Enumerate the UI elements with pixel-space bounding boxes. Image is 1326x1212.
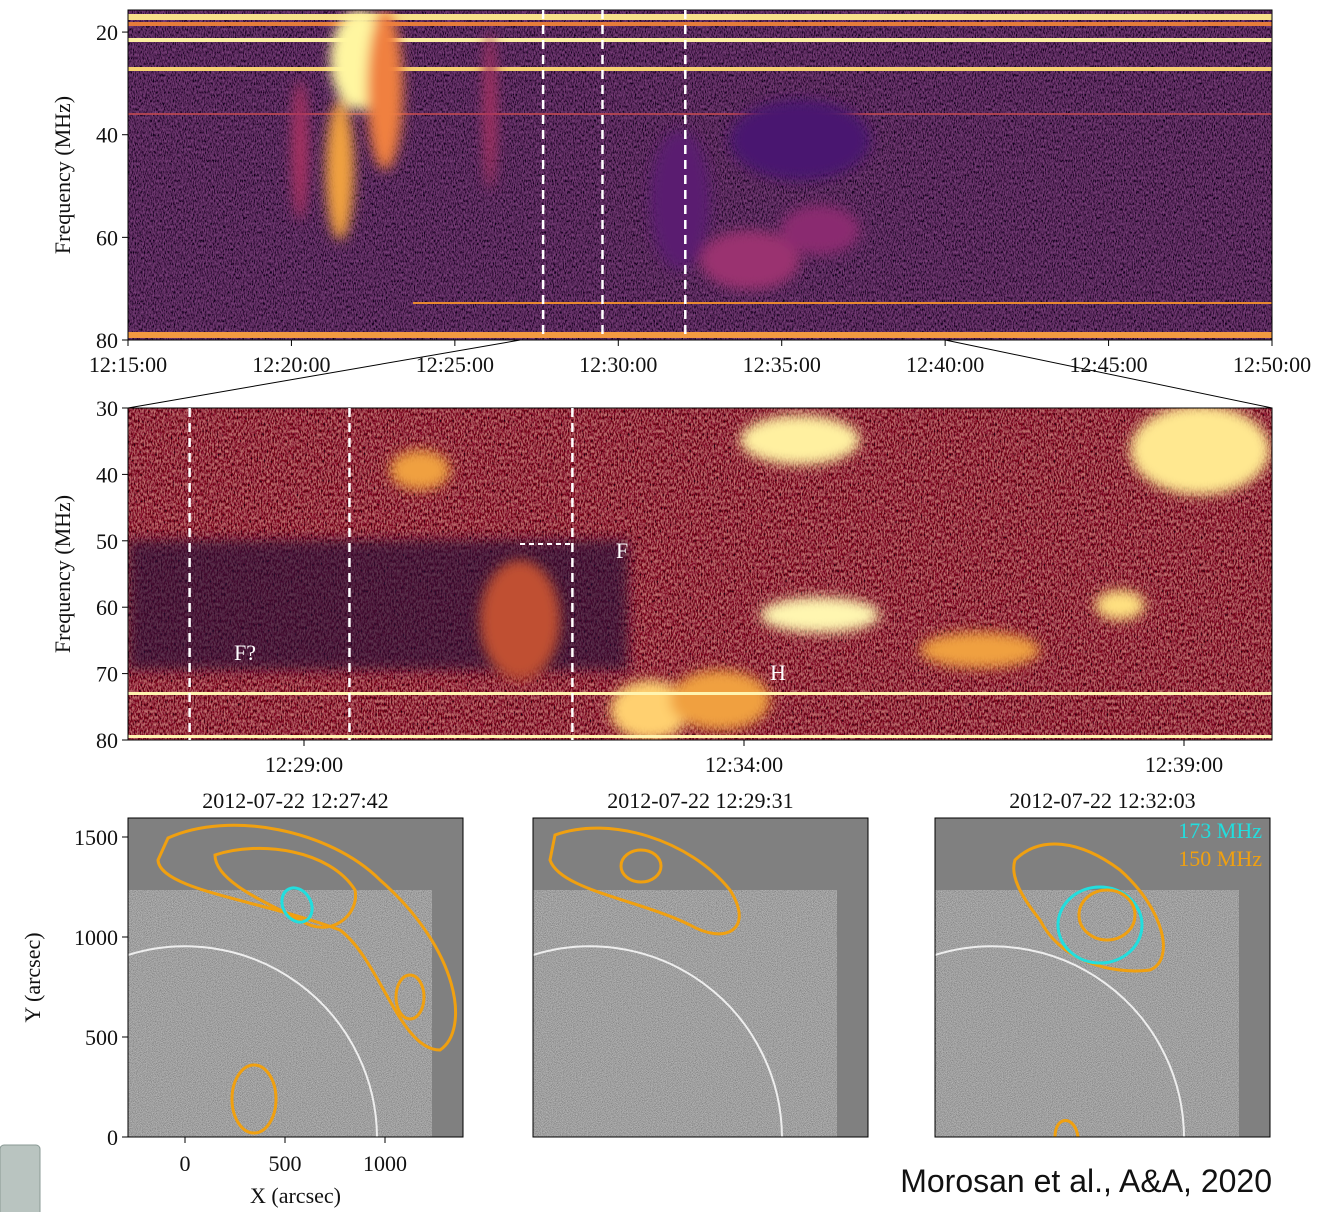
annotation: H bbox=[770, 660, 786, 685]
legend-entry: 173 MHz bbox=[1178, 818, 1262, 843]
y-tick-label: 0 bbox=[107, 1125, 118, 1150]
x-tick-label: 12:35:00 bbox=[743, 352, 821, 377]
y-tick-label: 70 bbox=[96, 662, 118, 687]
solar-image bbox=[934, 817, 1271, 1138]
image-title: 2012-07-22 12:29:31 bbox=[607, 788, 793, 813]
y-tick-label: 80 bbox=[96, 728, 118, 753]
spectrogram-image bbox=[128, 10, 1272, 340]
y-tick-label: 80 bbox=[96, 328, 118, 353]
y-tick-label: 1000 bbox=[74, 925, 118, 950]
annotation: F bbox=[616, 538, 628, 563]
legend-entry: 150 MHz bbox=[1178, 846, 1262, 871]
x-tick-label: 12:40:00 bbox=[906, 352, 984, 377]
image-title: 2012-07-22 12:32:03 bbox=[1009, 788, 1195, 813]
plot-frame bbox=[127, 407, 1273, 741]
solar-image bbox=[127, 817, 464, 1138]
y-tick-label: 60 bbox=[96, 225, 118, 250]
x-axis-label: X (arcsec) bbox=[250, 1183, 341, 1208]
x-tick-label: 1000 bbox=[363, 1151, 407, 1176]
x-tick-label: 500 bbox=[269, 1151, 302, 1176]
spectrogram-image bbox=[128, 408, 1272, 740]
plot-frame bbox=[127, 9, 1273, 341]
credit: Morosan et al., A&A, 2020 bbox=[900, 1163, 1272, 1199]
y-axis-label: Frequency (MHz) bbox=[50, 96, 75, 254]
side-tab[interactable] bbox=[0, 1144, 41, 1212]
solar-image bbox=[532, 817, 869, 1138]
y-tick-label: 20 bbox=[96, 20, 118, 45]
zoom-line bbox=[127, 339, 521, 409]
y-tick-label: 30 bbox=[96, 396, 118, 421]
x-tick-label: 12:29:00 bbox=[265, 752, 343, 777]
x-tick-label: 12:30:00 bbox=[579, 352, 657, 377]
y-tick-label: 40 bbox=[96, 462, 118, 487]
y-tick-label: 60 bbox=[96, 595, 118, 620]
y-tick-label: 500 bbox=[85, 1025, 118, 1050]
x-tick-label: 0 bbox=[180, 1151, 191, 1176]
y-axis-label: Y (arcsec) bbox=[20, 932, 45, 1022]
y-axis-label: Frequency (MHz) bbox=[50, 495, 75, 653]
image-title: 2012-07-22 12:27:42 bbox=[202, 788, 388, 813]
annotation: F? bbox=[234, 640, 256, 665]
x-tick-label: 12:45:00 bbox=[1069, 352, 1147, 377]
x-tick-label: 12:39:00 bbox=[1145, 752, 1223, 777]
y-tick-label: 50 bbox=[96, 529, 118, 554]
zoom-line bbox=[945, 339, 1273, 409]
y-tick-label: 40 bbox=[96, 123, 118, 148]
x-tick-label: 12:50:00 bbox=[1233, 352, 1311, 377]
y-tick-label: 1500 bbox=[74, 825, 118, 850]
x-tick-label: 12:34:00 bbox=[705, 752, 783, 777]
x-tick-label: 12:20:00 bbox=[252, 352, 330, 377]
x-tick-label: 12:15:00 bbox=[89, 352, 167, 377]
